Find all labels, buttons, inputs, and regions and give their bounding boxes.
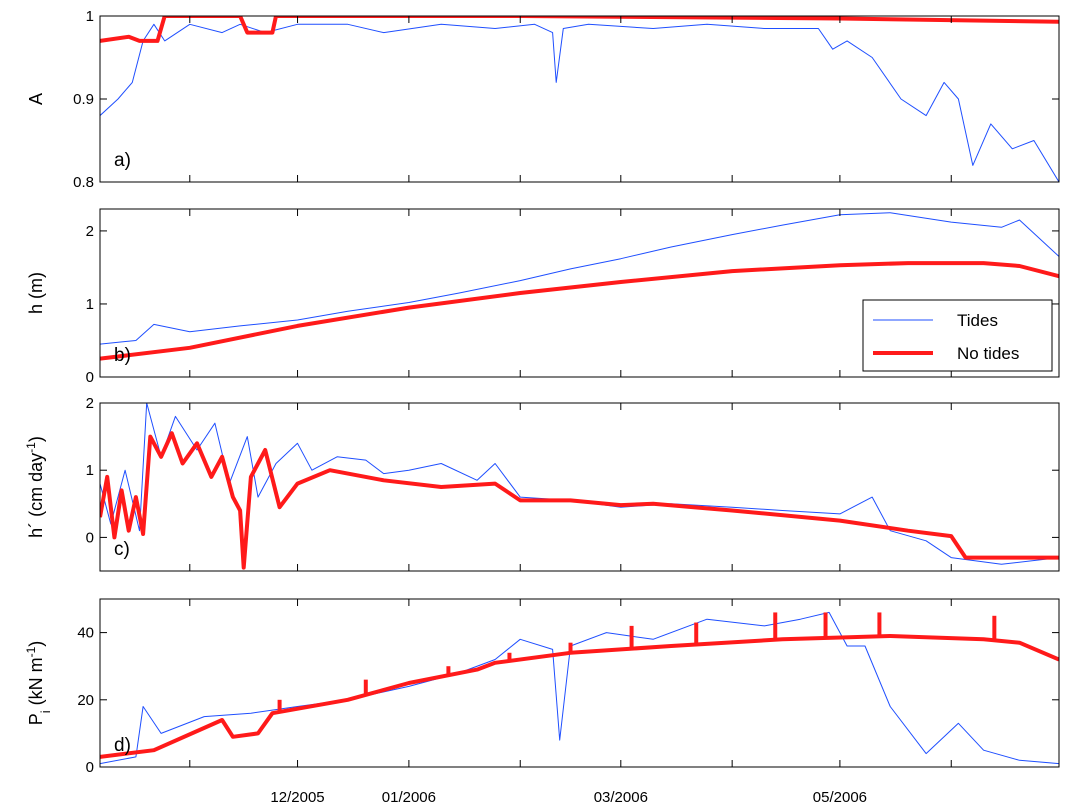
axes-frame <box>99 598 1060 768</box>
x-tick-label: 12/2005 <box>270 789 324 806</box>
y-tick-label: 2 <box>86 395 94 412</box>
x-tick-label: 03/2006 <box>594 789 648 806</box>
panel-label: b) <box>114 345 131 366</box>
legend-label: Tides <box>957 311 998 330</box>
series-line-no-tides <box>100 16 1059 43</box>
series-line-no-tides <box>100 261 1059 361</box>
y-axis-label: A <box>26 93 46 105</box>
series-line-no-tides <box>100 634 1059 759</box>
y-tick-label: 0 <box>86 369 94 386</box>
y-tick-label: 0 <box>86 529 94 546</box>
x-tick-label: 01/2006 <box>382 789 436 806</box>
panel-label: c) <box>114 539 130 560</box>
series-line-tides <box>100 212 1059 345</box>
series-line-tides <box>100 23 1059 182</box>
legend: Tides No tides <box>862 299 1053 372</box>
y-axis-label-part: P <box>26 713 46 725</box>
y-axis-label-part: h´ (cm day <box>26 453 46 538</box>
panel-c: 0 1 2 c) h´ (cm day-1) <box>24 395 1060 572</box>
y-axis-label-part: i <box>38 710 53 713</box>
axes-frame <box>99 402 1060 572</box>
y-axis-label: Pi (kN m-1) <box>24 641 53 726</box>
y-tick-label: 1 <box>86 296 94 313</box>
y-axis-label-part: h (m) <box>26 272 46 314</box>
y-axis-label-part: ) <box>26 641 46 647</box>
series-line-tides <box>100 403 1059 565</box>
legend-label: No tides <box>957 344 1019 363</box>
y-tick-label: 20 <box>77 692 94 709</box>
x-tick-label: 05/2006 <box>813 789 867 806</box>
y-axis-label: h´ (cm day-1) <box>24 436 46 538</box>
panel-label: d) <box>114 735 131 756</box>
y-tick-label: 2 <box>86 223 94 240</box>
y-tick-label: 0.9 <box>73 91 94 108</box>
y-tick-label: 0.8 <box>73 174 94 191</box>
y-tick-label: 1 <box>86 462 94 479</box>
y-tick-label: 40 <box>77 625 94 642</box>
y-axis-label-part: -1 <box>24 646 38 657</box>
panel-a: 0.8 0.9 1 a) A <box>26 8 1060 191</box>
axes-frame <box>99 208 1060 378</box>
axes-frame <box>99 15 1060 183</box>
y-axis-label: h (m) <box>26 272 46 314</box>
panel-d: 0 20 40 d) Pi (kN m-1) <box>24 598 1060 776</box>
y-tick-label: 0 <box>86 759 94 776</box>
panel-b: 0 1 2 b) h (m) <box>26 208 1060 386</box>
legend-box <box>862 299 1053 372</box>
y-axis-label-part: A <box>26 93 46 105</box>
y-axis-label-part: ) <box>26 436 46 442</box>
series-line-no-tides <box>100 431 1059 570</box>
y-tick-label: 1 <box>86 8 94 25</box>
panel-label: a) <box>114 150 131 171</box>
y-axis-label-part: (kN m <box>26 657 46 710</box>
y-axis-label-part: -1 <box>24 442 38 453</box>
